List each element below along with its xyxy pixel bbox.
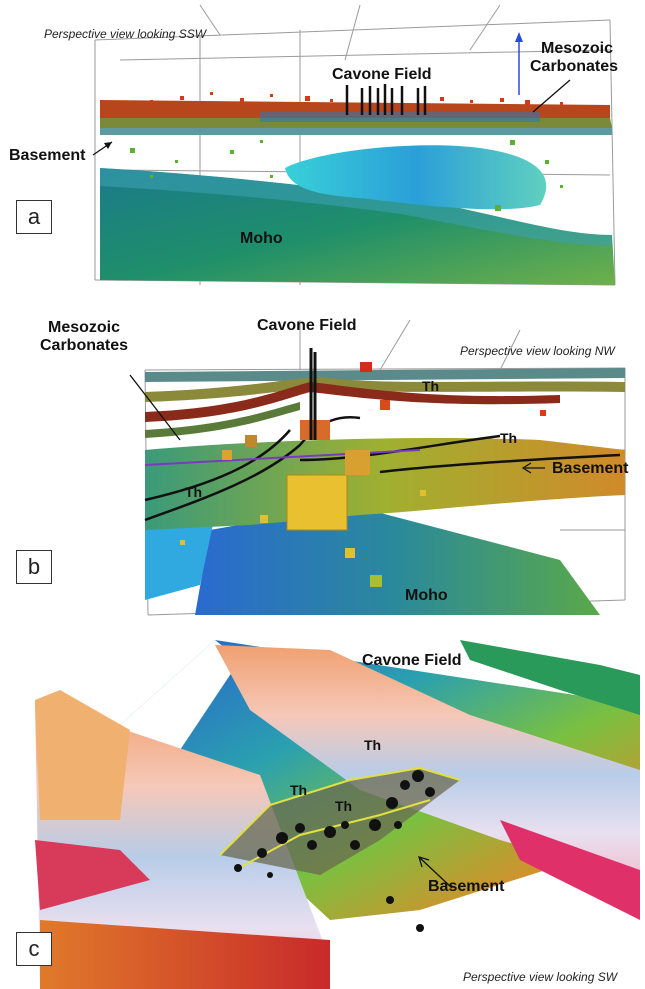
thrust-label-b-1: Th [422, 378, 440, 394]
carbonates-label-b: Carbonates [40, 337, 129, 354]
moho-edge [100, 168, 612, 246]
mesozoic-label-b: Mesozoic [48, 319, 121, 336]
basement-layer [100, 128, 612, 135]
green-map-corner [460, 640, 640, 715]
cavone-field-label-c: Cavone Field [362, 652, 462, 669]
panel-a-scene [92, 4, 616, 286]
layer-1-b [145, 368, 625, 382]
fault-trace-top [219, 766, 461, 856]
basement-label-c: Basement [428, 878, 505, 895]
panel-letter-a: a [16, 200, 52, 234]
seismicity-green [130, 140, 563, 211]
moho-label-a: Moho [240, 230, 283, 247]
panel-letter-b: b [16, 550, 52, 584]
thrust-label-b-3: Th [185, 484, 203, 500]
cyan-body-b [145, 510, 215, 600]
view-caption-c: Perspective view looking SW [463, 970, 618, 984]
basement-pointer-head [104, 142, 112, 149]
carbonates-pointer [532, 79, 571, 113]
panel-b-scene [129, 319, 626, 616]
basement-label-b: Basement [552, 460, 629, 477]
panel-b: Cavone Field Perspective view looking NW… [0, 300, 645, 620]
panel-letter-c: c [16, 932, 52, 966]
cross-section-right [215, 645, 640, 880]
moho-surface [100, 168, 615, 285]
thrust-label-c-1: Th [364, 737, 382, 753]
view-caption-a: Perspective view looking SSW [44, 27, 207, 41]
seismicity-red [150, 92, 563, 105]
carbonates-label-a: Carbonates [530, 58, 619, 75]
pink-layer-right [500, 820, 640, 920]
wells [345, 84, 427, 115]
orange-top-left [35, 690, 130, 820]
thrust-label-c-2: Th [290, 782, 308, 798]
panel-a: Perspective view looking SSW Cavone Fiel… [0, 0, 645, 300]
mesozoic-label-a: Mesozoic [541, 40, 614, 57]
cavone-field-label-b: Cavone Field [257, 317, 357, 334]
layer-4-b [145, 402, 300, 438]
moho-surface-b [195, 505, 600, 615]
thrust-label-b-2: Th [500, 430, 518, 446]
basement-pointer-c [419, 857, 453, 889]
blue-lens [260, 112, 540, 122]
fault-trace-bottom [234, 799, 431, 871]
purple-horizon-b [144, 449, 421, 466]
bottom-surface [40, 920, 330, 989]
layer-3-b [145, 382, 560, 422]
fault-surface [220, 768, 460, 875]
well-b [309, 348, 317, 440]
moho-label-b: Moho [405, 587, 448, 604]
basement-label-a: Basement [9, 147, 86, 164]
seismicity-dots-c [234, 770, 435, 932]
basement-pointer-head-b [521, 462, 532, 474]
seismic-body [285, 145, 547, 210]
thrust-label-c-3: Th [335, 798, 353, 814]
cavone-field-label-a: Cavone Field [332, 66, 432, 83]
panel-c-scene [35, 640, 640, 989]
pink-layer-left [35, 840, 150, 910]
north-arrow-head [515, 32, 523, 42]
basement-pointer-head-c [418, 856, 430, 868]
seismicity-cubes-b [180, 362, 546, 587]
layer-2-b [145, 377, 625, 402]
panel-c: Cavone Field Th Th Th Basement Perspecti… [0, 620, 645, 989]
carbonates-pointer-b [129, 374, 181, 441]
view-caption-b: Perspective view looking NW [460, 344, 615, 358]
